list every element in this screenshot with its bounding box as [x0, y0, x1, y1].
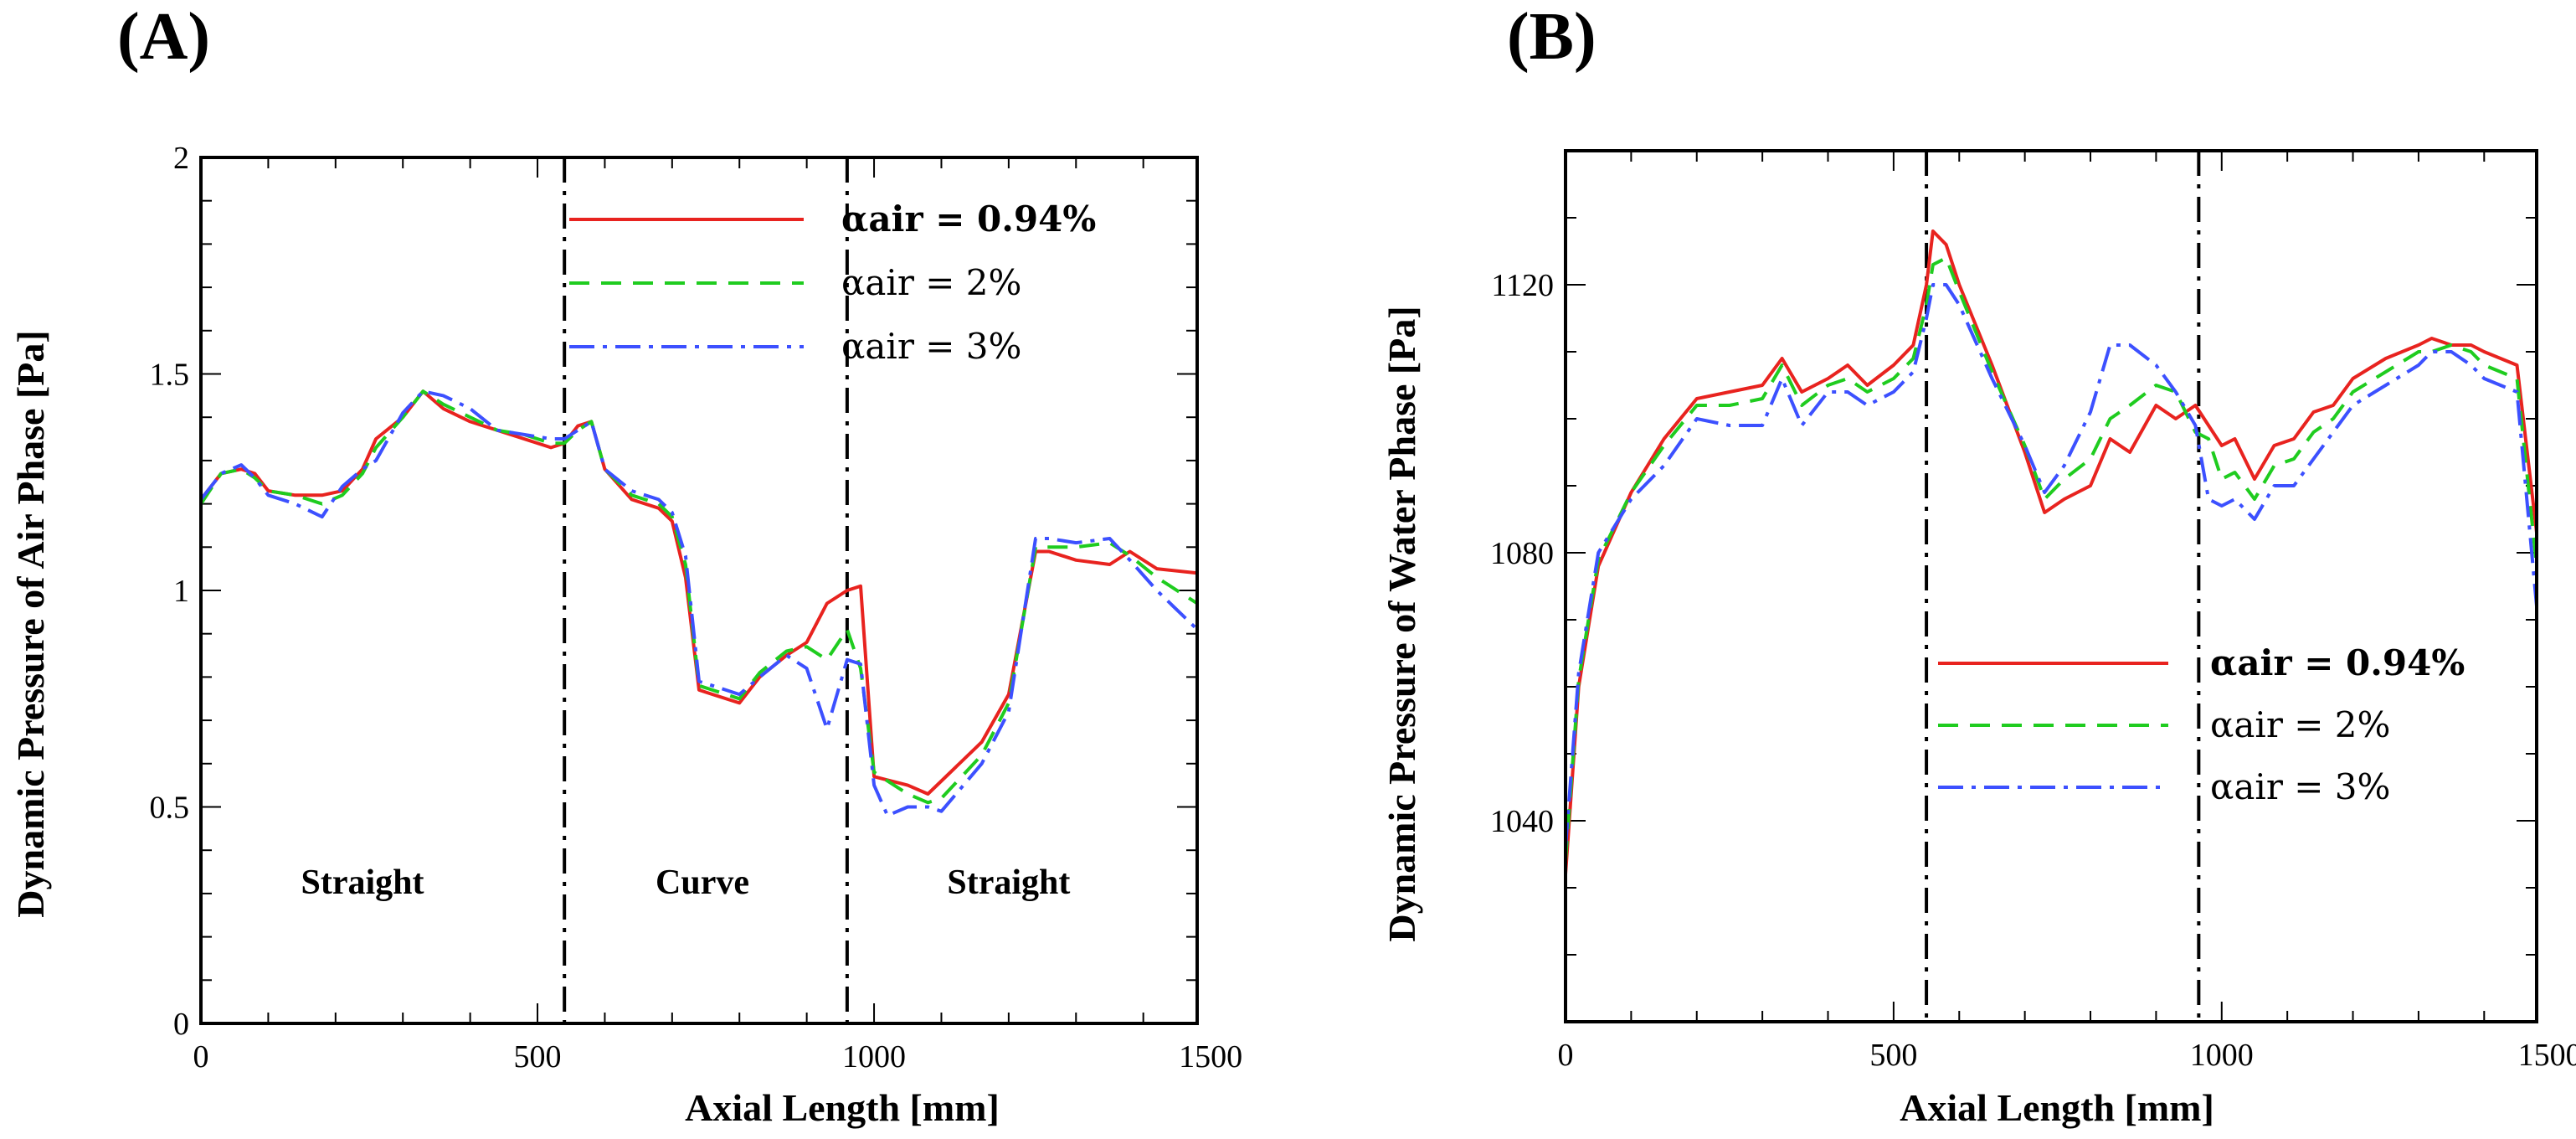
panel-b-series [1564, 229, 2538, 875]
y-tick-label: 1.5 [150, 358, 190, 393]
region-label: Straight [947, 863, 1070, 902]
x-tick-label: 1000 [2190, 1038, 2254, 1073]
region-label: Straight [301, 863, 424, 902]
y-tick-label: 2 [173, 141, 189, 176]
y-tick-label: 1080 [1490, 536, 1554, 571]
panel-b-x-tick-labels: 0 500 1000 1500 [1558, 1038, 2576, 1073]
panel-b-legend: αair = 0.94% αair = 2% αair = 3% [1938, 642, 2465, 807]
series-line [199, 389, 1199, 805]
panel-b-ticks [1565, 150, 2537, 1023]
region-label: Curve [656, 863, 749, 902]
legend-label: αair = 0.94% [841, 198, 1096, 240]
panel-b-y-tick-labels: 1040 1080 1120 [1490, 268, 1554, 839]
y-tick-label: 1 [173, 574, 189, 609]
y-tick-label: 1040 [1490, 804, 1554, 839]
panel-a-legend: αair = 0.94% αair = 2% αair = 3% [569, 198, 1096, 367]
x-tick-label: 0 [1558, 1038, 1574, 1073]
y-tick-label: 0 [173, 1007, 189, 1042]
y-tick-label: 1120 [1491, 268, 1554, 303]
x-tick-label: 1500 [2518, 1038, 2576, 1073]
panel-a-series [199, 389, 1199, 817]
legend-label: αair = 2% [2210, 704, 2390, 745]
panel-b-x-axis-title: Axial Length [mm] [1900, 1086, 2214, 1129]
series-line [199, 389, 1199, 817]
panel-a-ticks [200, 157, 1197, 1024]
panel-b-y-axis-title: Dynamic Pressure of Water Phase [Pa] [1381, 306, 1423, 941]
legend-label: αair = 3% [2210, 766, 2390, 807]
panel-a-region-labels: Straight Curve Straight [301, 863, 1070, 902]
panel-a: (A) Axial Length [mm] Dynamic Pressure o… [9, 0, 1242, 1129]
panel-a-label: (A) [117, 0, 210, 74]
panel-b-label: (B) [1507, 0, 1597, 74]
x-tick-label: 500 [514, 1039, 562, 1075]
legend-label: αair = 3% [841, 326, 1021, 367]
panel-a-y-axis-title: Dynamic Pressure of Air Phase [Pa] [9, 330, 52, 917]
series-line [1564, 256, 2538, 862]
series-line [199, 389, 1198, 796]
y-tick-label: 0.5 [150, 791, 190, 826]
x-tick-label: 500 [1869, 1038, 1917, 1073]
panel-a-x-axis-title: Axial Length [mm] [685, 1086, 1000, 1129]
panel-a-y-tick-labels: 0 0.5 1 1.5 2 [150, 141, 190, 1042]
panel-b-section-dividers [1925, 151, 2201, 1022]
panel-b: (B) Axial Length [mm] Dynamic Pressure o… [1381, 0, 2576, 1129]
series-line [1564, 283, 2538, 848]
series-line [1564, 229, 2538, 875]
panel-a-x-tick-labels: 0 500 1000 1500 [193, 1039, 1243, 1075]
x-tick-label: 1000 [842, 1039, 906, 1075]
legend-label: αair = 0.94% [2210, 642, 2465, 683]
x-tick-label: 1500 [1179, 1039, 1242, 1075]
panel-b-plot-frame [1564, 149, 2538, 1023]
panel-a-plot-frame [199, 156, 1199, 1025]
legend-label: αair = 2% [841, 262, 1021, 303]
x-tick-label: 0 [193, 1039, 209, 1075]
